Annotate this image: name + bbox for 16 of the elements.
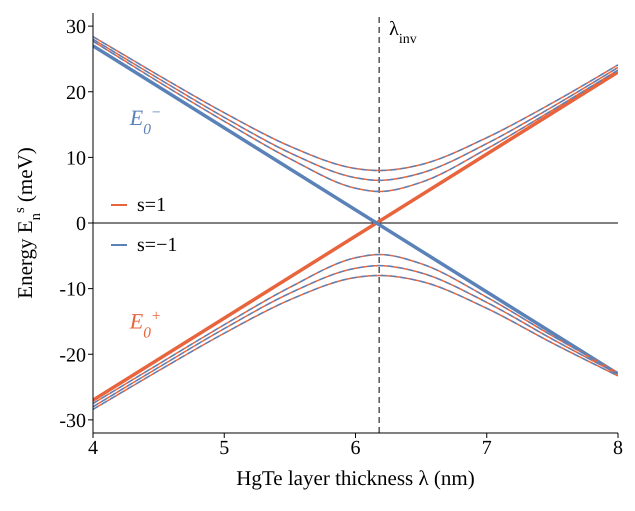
y-tick-label: 30 bbox=[66, 16, 86, 38]
y-tick-label: -30 bbox=[59, 410, 86, 432]
y-tick-label: -20 bbox=[59, 344, 86, 366]
legend-label: s=−1 bbox=[137, 233, 178, 258]
y-tick-label: 0 bbox=[76, 213, 86, 236]
ref-line-label: λ$_{inv}$ bbox=[389, 18, 417, 46]
x-tick-label: 7 bbox=[482, 437, 492, 460]
y-tick-label: -10 bbox=[59, 278, 86, 301]
x-tick-label: 5 bbox=[219, 437, 230, 460]
x-axis-title: HgTe layer thickness λ (nm) bbox=[236, 466, 475, 490]
x-tick-label: 6 bbox=[350, 437, 360, 460]
legend-label: s=1 bbox=[137, 193, 166, 218]
x-tick-label: 8 bbox=[613, 437, 623, 460]
x-tick-label: 4 bbox=[88, 437, 98, 460]
y-tick-label: 20 bbox=[66, 82, 86, 104]
y-tick-label: 10 bbox=[66, 147, 86, 170]
